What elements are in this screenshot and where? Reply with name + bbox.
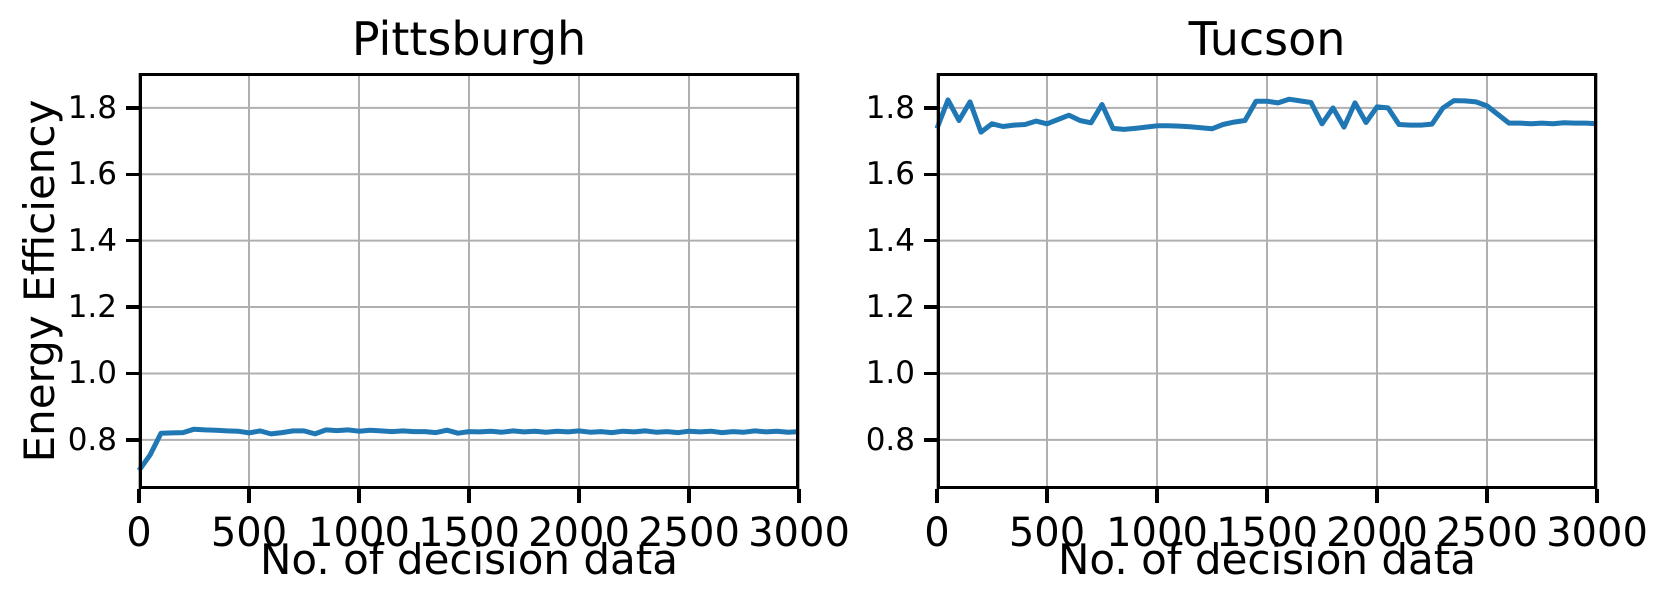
y-tick-label: 0.8 xyxy=(67,421,117,458)
y-tick-label: 1.8 xyxy=(67,89,117,126)
y-tick-mark xyxy=(924,371,937,376)
x-tick-label: 1500 xyxy=(1216,510,1318,556)
x-tick-mark xyxy=(467,489,471,503)
y-tick-label: 0.8 xyxy=(865,421,915,458)
plot-area xyxy=(934,73,1598,489)
x-axis-label: No. of decision data xyxy=(260,535,678,584)
y-tick-mark xyxy=(126,438,139,442)
y-tick-label: 1.2 xyxy=(67,289,117,326)
x-tick-label: 1000 xyxy=(1106,510,1208,556)
x-tick-label: 3000 xyxy=(748,510,850,556)
chart-title: Tucson xyxy=(1188,12,1346,66)
y-tick-mark xyxy=(924,172,937,176)
x-tick-label: 2500 xyxy=(1436,510,1538,556)
plot-area xyxy=(136,73,800,489)
chart-title: Pittsburgh xyxy=(351,12,587,66)
x-tick-label: 500 xyxy=(210,510,288,556)
axes-spines xyxy=(937,73,1597,489)
y-tick-mark xyxy=(924,438,937,442)
y-tick-mark xyxy=(126,305,139,309)
x-tick-label: 1500 xyxy=(418,510,520,556)
x-tick-mark xyxy=(1045,489,1049,503)
subplot-pittsburgh: Pittsburgh Energy Efficiency No. of deci… xyxy=(15,16,850,584)
data-line-energy-efficiency xyxy=(136,426,800,472)
x-tick-mark xyxy=(247,489,251,503)
x-tick-mark xyxy=(1595,489,1599,503)
y-tick-mark xyxy=(126,371,139,376)
y-tick-mark xyxy=(924,106,937,110)
y-tick-label: 1.6 xyxy=(67,156,117,193)
y-tick-mark xyxy=(924,238,937,243)
x-tick-mark xyxy=(935,489,939,503)
x-tick-mark xyxy=(687,489,691,503)
x-tick-label: 2500 xyxy=(638,510,740,556)
x-tick-mark xyxy=(1485,489,1489,503)
data-line-energy-efficiency xyxy=(934,96,1598,135)
x-tick-mark xyxy=(577,489,581,503)
x-tick-label: 0 xyxy=(126,510,152,556)
x-tick-label: 3000 xyxy=(1546,510,1648,556)
x-tick-mark xyxy=(797,489,801,503)
x-tick-label: 2000 xyxy=(1326,510,1428,556)
y-tick-label: 1.0 xyxy=(67,355,117,392)
y-tick-label: 1.2 xyxy=(865,289,915,326)
y-tick-label: 1.6 xyxy=(865,156,915,193)
x-tick-label: 0 xyxy=(924,510,950,556)
y-tick-label: 1.8 xyxy=(865,89,915,126)
y-tick-label: 1.4 xyxy=(865,222,915,259)
x-axis-label: No. of decision data xyxy=(1058,535,1476,584)
x-tick-label: 500 xyxy=(1008,510,1086,556)
x-tick-mark xyxy=(357,489,361,503)
axes-spines xyxy=(139,73,799,489)
x-tick-label: 2000 xyxy=(528,510,630,556)
y-tick-label: 1.0 xyxy=(865,355,915,392)
x-tick-mark xyxy=(1265,489,1269,503)
x-tick-mark xyxy=(1375,489,1379,503)
y-tick-label: 1.4 xyxy=(67,222,117,259)
x-tick-label: 1000 xyxy=(308,510,410,556)
y-tick-mark xyxy=(126,238,139,243)
y-tick-mark xyxy=(126,106,139,110)
subplot-tucson: Tucson No. of decision data 0 500 1000 1500… xyxy=(866,16,1648,584)
y-tick-mark xyxy=(924,305,937,309)
y-tick-mark xyxy=(126,172,139,176)
x-tick-mark xyxy=(1155,489,1159,503)
x-tick-mark xyxy=(137,489,141,503)
y-axis-label: Energy Efficiency xyxy=(15,99,64,463)
